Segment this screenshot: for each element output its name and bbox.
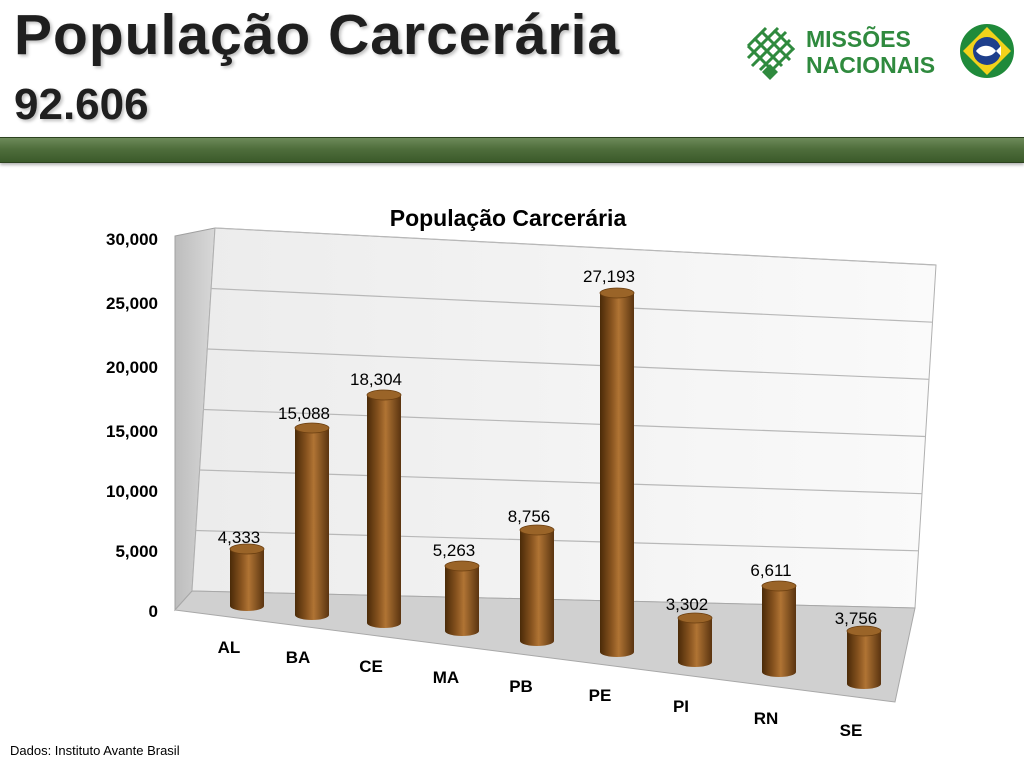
data-source-note: Dados: Instituto Avante Brasil [10,743,180,758]
bar-al [230,549,264,611]
y-tick-label: 15,000 [106,422,158,441]
bar-top-ma [444,560,480,572]
bar-top-al [229,543,265,555]
bar-se [847,631,881,689]
bar-top-ba [294,422,330,434]
bar-top-pb [519,524,555,536]
x-tick-label-rn: RN [754,709,779,728]
data-label-ba: 15,088 [278,404,330,423]
bar-pe [600,293,634,657]
missoes-nacionais-logo: MISSÕES NACIONAIS [744,22,944,82]
y-tick-label: 10,000 [106,482,158,501]
gridline [207,348,930,380]
data-label-pb: 8,756 [508,507,551,526]
logo-line-2: NACIONAIS [806,52,936,78]
bar-top-se [846,625,882,637]
bar-ma [445,566,479,636]
data-label-al: 4,333 [218,528,261,547]
bar-top-ce [366,389,402,401]
chart-floor [173,590,916,703]
data-label-se: 3,756 [835,609,878,628]
data-label-ce: 18,304 [350,370,402,389]
bar-ce [367,395,401,628]
chart-title: População Carcerária [390,205,627,231]
slide-title: População Carcerária [14,3,621,67]
gridline [211,287,933,323]
y-tick-label: 25,000 [106,294,158,313]
slide-subtitle-total: 92.606 [14,80,149,129]
x-tick-label-pb: PB [509,677,533,696]
y-tick-label: 20,000 [106,358,158,377]
bar-pi [678,618,712,667]
bar-top-pi [677,612,713,624]
bar-rn [762,586,796,677]
title-divider-bar [0,137,1024,163]
gridline [203,408,926,438]
data-label-rn: 6,611 [750,561,791,580]
bar-ba [295,428,329,620]
y-tick-label: 30,000 [106,230,158,249]
data-label-ma: 5,263 [433,541,476,560]
logo-line-1: MISSÕES [806,26,911,52]
bar-top-pe [599,287,635,299]
cbb-seal [957,16,1017,86]
x-tick-label-se: SE [840,721,863,740]
gridline [214,227,937,266]
y-tick-label: 5,000 [115,542,158,561]
data-label-pe: 27,193 [583,267,635,286]
lattice-icon [746,26,796,80]
x-tick-label-al: AL [218,638,241,657]
x-tick-label-ma: MA [433,668,459,687]
x-tick-label-pe: PE [589,686,612,705]
y-tick-label: 0 [149,602,158,621]
x-tick-label-pi: PI [673,697,689,716]
x-tick-label-ba: BA [286,648,311,667]
data-label-pi: 3,302 [666,595,709,614]
x-tick-label-ce: CE [359,657,383,676]
fish-icon [976,45,1001,57]
bar-top-rn [761,580,797,592]
bar-pb [520,530,554,646]
